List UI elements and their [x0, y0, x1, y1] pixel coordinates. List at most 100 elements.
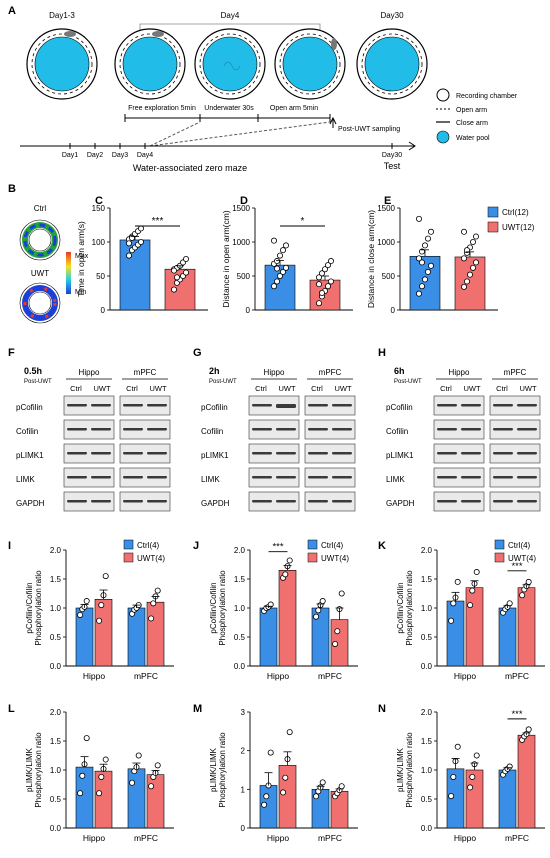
data-point	[473, 569, 480, 576]
blot-membrane	[304, 491, 356, 512]
blot-band	[276, 404, 296, 408]
data-point	[467, 602, 474, 609]
heatmap-hotspots	[23, 223, 57, 257]
bar	[146, 774, 165, 829]
data-point	[83, 735, 90, 742]
y-tick-label: 2.0	[421, 546, 433, 555]
data-point	[279, 247, 286, 254]
phase-label-2: Underwater 30s	[204, 105, 254, 112]
bar	[517, 587, 536, 667]
data-point	[448, 617, 455, 624]
blot-band	[91, 404, 111, 407]
bar	[498, 607, 517, 667]
panel-letter: L	[8, 703, 15, 715]
blot-band	[332, 428, 352, 431]
y-axis-label: Phosphorylation ratio	[218, 732, 227, 808]
water-pool	[122, 36, 178, 92]
timeline-day-1: Day1	[62, 152, 78, 159]
chart-L: L 0.0 0.5 1.0 1.5 2.0 pLIMK/LIMK Phosphorylatio…	[8, 703, 174, 843]
data-point	[454, 578, 461, 585]
data-point	[324, 262, 331, 269]
blot-row-label: pCofilin	[386, 403, 413, 412]
heatmap-inner-ring	[28, 228, 52, 252]
blot-band	[332, 500, 352, 503]
y-axis-label: Phosphorylation ratio	[405, 570, 414, 646]
blot-membrane	[433, 443, 485, 464]
post-uwt-label: Post-UWT sampling	[338, 126, 400, 133]
mouse-icon	[152, 31, 164, 37]
y-axis-label: Time in open arm(s)	[76, 221, 86, 297]
blot-band	[437, 500, 457, 503]
panel-letter: F	[8, 347, 15, 359]
legend-label: Ctrl(4)	[321, 541, 344, 550]
blot-membrane	[433, 491, 485, 512]
blot-row-label: pCofilin	[16, 403, 43, 412]
blot-membrane	[489, 491, 541, 512]
data-point	[273, 278, 280, 285]
blot-panel-G: G 2h Post-UWT Hippo Ctrl UWT mPFC Ctrl UWT pCofil…	[193, 347, 356, 512]
y-axis-label: pLIMK/LIMK	[25, 747, 34, 792]
legend-label: Ctrl(4)	[137, 541, 160, 550]
legend-open-arm: Open arm	[456, 107, 487, 114]
data-point	[276, 252, 283, 259]
y-axis-label: pCofilin/Cofilin	[25, 582, 34, 633]
zero-maze-ring	[279, 33, 341, 95]
blot-group-label: UWT	[463, 384, 480, 393]
blot-band	[493, 452, 513, 455]
legend-uwt-swatch	[487, 221, 499, 233]
data-point	[427, 228, 434, 235]
blot-band	[67, 452, 87, 455]
water-pool	[202, 36, 258, 92]
blot-membrane	[248, 467, 300, 488]
data-point	[102, 756, 109, 763]
legend-swatch	[494, 552, 505, 563]
blot-band	[123, 404, 143, 407]
data-point	[98, 602, 105, 609]
data-point	[286, 557, 293, 564]
heatmap-uwt	[19, 282, 61, 324]
bar	[94, 770, 113, 829]
legend-ctrl-label: Ctrl(12)	[502, 208, 529, 217]
blot-region-label: Hippo	[79, 368, 100, 377]
data-point	[415, 215, 422, 222]
panel-letter: C	[95, 195, 103, 207]
panel-letter: I	[8, 540, 11, 552]
legend-recording-chamber: Recording chamber	[456, 93, 518, 100]
blot-band	[91, 428, 111, 431]
legend-swatch	[307, 552, 318, 563]
data-point	[315, 300, 322, 307]
blot-timepoint: 2h	[209, 366, 220, 376]
blot-row-label: LIMK	[16, 475, 35, 484]
data-point	[83, 598, 90, 605]
blot-membrane	[304, 443, 356, 464]
timeline-day-30: Day30	[382, 152, 402, 159]
y-tick-label: 1.0	[50, 604, 62, 613]
data-point	[129, 779, 136, 786]
data-point	[418, 283, 425, 290]
panel-letter: H	[378, 347, 386, 359]
y-tick-label: 2.0	[421, 708, 433, 717]
blot-band	[123, 428, 143, 431]
y-tick-label: 500	[237, 272, 251, 281]
data-point	[282, 774, 289, 781]
panel-a-title: Water-associated zero maze	[133, 163, 247, 173]
panel-letter: N	[378, 703, 386, 715]
blot-membrane	[119, 395, 171, 416]
data-point	[338, 590, 345, 597]
blot-region-label: mPFC	[134, 368, 157, 377]
data-point	[315, 281, 322, 288]
data-point	[96, 790, 103, 797]
panel-b: B Ctrl UWT Max Min	[8, 183, 89, 324]
heatmap-hotspots	[23, 286, 57, 320]
panel-letter: M	[193, 703, 202, 715]
zero-maze-ring	[119, 33, 181, 95]
y-axis-label: Phosphorylation ratio	[34, 732, 43, 808]
blot-row-label: Cofilin	[16, 427, 38, 436]
blot-timepoint: 0.5h	[24, 366, 42, 376]
significance-label: ***	[511, 561, 522, 572]
data-point	[170, 286, 177, 293]
data-point	[148, 615, 155, 622]
blot-band	[252, 404, 272, 407]
